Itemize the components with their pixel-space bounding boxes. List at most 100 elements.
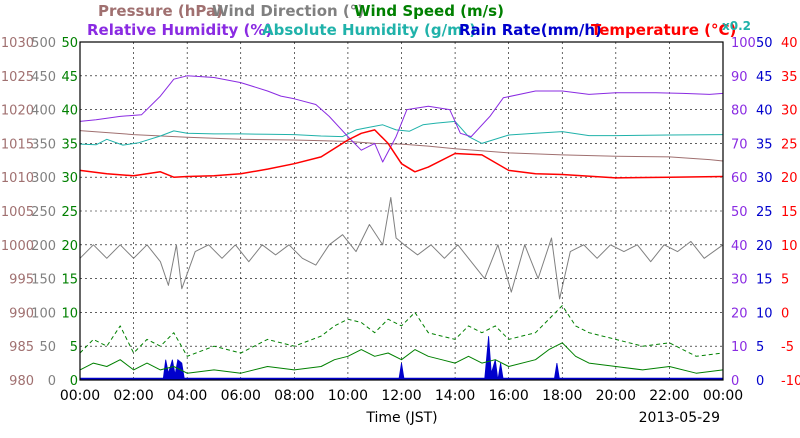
tick-label-pressure: 1000 [1, 239, 34, 254]
legend-absolute-humidity: Absolute Humidity (g/m³) [262, 21, 476, 39]
tick-label-relative-humidity: 50 [731, 205, 748, 220]
tick-label-pressure: 980 [9, 374, 34, 389]
series-wind-speed [79, 342, 724, 374]
series-wind-speed-gust [79, 305, 724, 357]
x-tick-label: 00:00 [703, 388, 743, 404]
left-axes: 1030102510201015101010051000995990985980… [1, 36, 78, 389]
tick-label-wind-speed: 35 [61, 137, 78, 152]
tick-label-rain-rate: 15 [756, 273, 773, 288]
x-tick-label: 22:00 [649, 388, 689, 404]
x-tick-label: 10:00 [328, 388, 368, 404]
tick-label-temperature: 40 [781, 36, 798, 51]
tick-label-relative-humidity: 90 [731, 70, 748, 85]
tick-label-wind-speed: 20 [61, 239, 78, 254]
legend-relative-humidity: Relative Humidity (%) [87, 21, 272, 39]
plot-frame [79, 41, 724, 381]
tick-label-relative-humidity: 10 [731, 340, 748, 355]
tick-label-wind-direction: 200 [31, 239, 56, 254]
tick-label-relative-humidity: 0 [731, 374, 739, 389]
tick-label-pressure: 990 [9, 306, 34, 321]
tick-label-pressure: 1005 [1, 205, 34, 220]
tick-label-temperature: -5 [781, 340, 794, 355]
series-wind-direction [79, 197, 724, 300]
legend-row-1: Pressure (hPa) Wind Direction (°) Wind S… [98, 2, 504, 20]
tick-label-wind-direction: 100 [31, 306, 56, 321]
x-tick-label: 14:00 [435, 388, 475, 404]
tick-label-wind-speed: 25 [61, 205, 78, 220]
series-relative-humidity [79, 75, 724, 163]
tick-label-relative-humidity: 20 [731, 306, 748, 321]
tick-label-wind-direction: 500 [31, 36, 56, 51]
tick-label-wind-speed: 45 [61, 70, 78, 85]
x-tick-label: 00:00 [60, 388, 100, 404]
tick-label-wind-speed: 5 [70, 340, 78, 355]
tick-label-rain-rate: 50 [756, 36, 773, 51]
tick-label-pressure: 995 [9, 273, 34, 288]
tick-label-temperature: 5 [781, 273, 789, 288]
x-tick-label: 08:00 [274, 388, 314, 404]
tick-label-relative-humidity: 30 [731, 273, 748, 288]
tick-label-wind-direction: 0 [48, 374, 56, 389]
x-tick-label: 16:00 [488, 388, 528, 404]
tick-label-wind-speed: 50 [61, 36, 78, 51]
legend-wind-speed: Wind Speed (m/s) [354, 2, 504, 20]
tick-label-pressure: 1010 [1, 171, 34, 186]
x-tick-label: 20:00 [596, 388, 636, 404]
tick-label-relative-humidity: 40 [731, 239, 748, 254]
tick-label-wind-speed: 30 [61, 171, 78, 186]
tick-label-rain-rate: 40 [756, 104, 773, 119]
tick-label-wind-speed: 15 [61, 273, 78, 288]
tick-label-pressure: 1020 [1, 104, 34, 119]
tick-label-relative-humidity: 80 [731, 104, 748, 119]
grid [80, 42, 723, 380]
tick-label-rain-rate: 25 [756, 205, 773, 220]
tick-label-wind-direction: 450 [31, 70, 56, 85]
tick-label-pressure: 1030 [1, 36, 34, 51]
tick-label-wind-direction: 150 [31, 273, 56, 288]
legend-row-2: Relative Humidity (%) Absolute Humidity … [87, 19, 751, 39]
tick-label-pressure: 985 [9, 340, 34, 355]
tick-label-temperature: 30 [781, 104, 798, 119]
tick-label-temperature: 0 [781, 306, 789, 321]
tick-label-wind-direction: 250 [31, 205, 56, 220]
tick-label-relative-humidity: 60 [731, 171, 748, 186]
x-tick-label: 18:00 [542, 388, 582, 404]
tick-label-temperature: 25 [781, 137, 798, 152]
series-temperature [79, 129, 724, 179]
x-axis-label: Time (JST) [365, 410, 437, 426]
legend-temperature: Temperature (°C) [591, 21, 736, 39]
tick-label-pressure: 1015 [1, 137, 34, 152]
tick-label-wind-direction: 50 [39, 340, 56, 355]
x-tick-label: 02:00 [113, 388, 153, 404]
series-absolute-humidity-x0-2 [79, 120, 724, 146]
tick-label-wind-direction: 400 [31, 104, 56, 119]
tick-label-wind-speed: 40 [61, 104, 78, 119]
tick-label-temperature: 35 [781, 70, 798, 85]
right-axes: 1009080706050403020100504540353025201510… [731, 36, 800, 389]
tick-label-wind-speed: 10 [61, 306, 78, 321]
tick-label-wind-speed: 0 [70, 374, 78, 389]
tick-label-rain-rate: 35 [756, 137, 773, 152]
tick-label-temperature: 15 [781, 205, 798, 220]
legend-wind-direction: Wind Direction (°) [212, 2, 364, 20]
tick-label-rain-rate: 10 [756, 306, 773, 321]
chart-date: 2013-05-29 [639, 410, 720, 426]
x-tick-label: 04:00 [167, 388, 207, 404]
tick-label-relative-humidity: 70 [731, 137, 748, 152]
tick-label-temperature: 20 [781, 171, 798, 186]
x-tick-label: 12:00 [381, 388, 421, 404]
tick-label-rain-rate: 45 [756, 70, 773, 85]
series-pressure [79, 130, 724, 162]
legend-pressure: Pressure (hPa) [98, 2, 223, 20]
tick-label-rain-rate: 20 [756, 239, 773, 254]
tick-label-wind-direction: 350 [31, 137, 56, 152]
x-axis: 00:00 02:00 04:00 06:00 08:00 10:00 12:00 14:00… [60, 388, 743, 404]
x-tick-label: 06:00 [221, 388, 261, 404]
tick-label-relative-humidity: 100 [731, 36, 756, 51]
tick-label-wind-direction: 300 [31, 171, 56, 186]
tick-label-temperature: 10 [781, 239, 798, 254]
legend-scale-note: x0.2 [722, 19, 751, 33]
legend-rain-rate: Rain Rate(mm/h) [459, 21, 602, 39]
tick-label-pressure: 1025 [1, 70, 34, 85]
